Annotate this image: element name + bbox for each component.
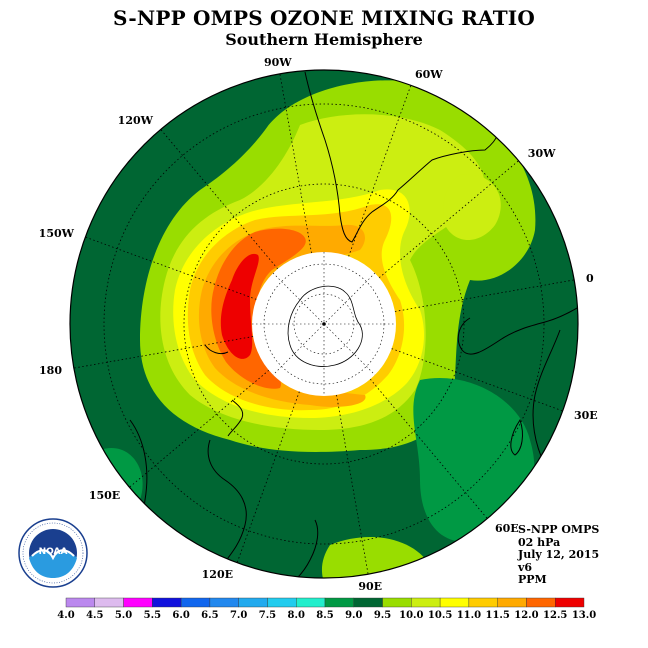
colorbar-label: 6.0 [172, 610, 189, 621]
colorbar-swatch [296, 597, 326, 608]
colorbar-swatch [468, 597, 498, 608]
colorbar-label: 11.5 [485, 610, 509, 621]
longitude-labels: 90W 60W 30W 0 30E 60E 90E 120E 150E 180 150W 120W [39, 56, 598, 593]
version-label: v6 [518, 560, 533, 574]
colorbar-label: 7.5 [259, 610, 276, 621]
colorbar-swatch [324, 597, 354, 608]
longitude-label: 120W [118, 114, 154, 127]
noaa-logo-text: NOAA [39, 547, 68, 557]
colorbar-swatch [94, 597, 124, 608]
colorbar-label: 5.5 [144, 610, 161, 621]
units-label: PPM [518, 573, 547, 586]
pressure-level-label: 02 hPa [518, 535, 561, 549]
colorbar-swatch [411, 597, 441, 608]
colorbar-swatch [209, 597, 239, 608]
colorbar-label: 12.5 [543, 610, 567, 621]
colorbar-swatch [238, 597, 268, 608]
longitude-label: 150E [89, 489, 120, 502]
colorbar-swatch [497, 597, 527, 608]
colorbar-label: 9.0 [345, 610, 362, 621]
contour-12-5 [220, 253, 259, 359]
colorbar-labels: 4.0 4.5 5.0 5.5 6.0 6.5 7.0 7.5 8.0 8.5 9.0 9.5 10.0… [57, 610, 596, 621]
colorbar-label: 9.5 [374, 610, 391, 621]
longitude-label: 90W [264, 56, 292, 69]
page-subtitle: Southern Hemisphere [225, 30, 423, 49]
longitude-label: 90E [358, 580, 382, 593]
longitude-label: 30E [574, 409, 598, 422]
colorbar-swatch [180, 597, 211, 608]
colorbar-swatch [152, 597, 182, 608]
colorbar-label: 5.0 [115, 610, 132, 621]
colorbar-swatch [382, 597, 412, 608]
page-title: S-NPP OMPS OZONE MIXING RATIO [113, 6, 535, 30]
longitude-label: 0 [586, 272, 594, 285]
colorbar-label: 13.0 [572, 610, 596, 621]
colorbar-swatch [526, 597, 556, 608]
globe-outline [69, 69, 579, 579]
colorbar-label: 12.0 [514, 610, 538, 621]
noaa-logo: NOAA [18, 518, 88, 588]
colorbar-swatches [65, 597, 585, 608]
colorbar-swatch [439, 597, 470, 608]
colorbar-label: 4.0 [57, 610, 74, 621]
colorbar-label: 6.5 [201, 610, 218, 621]
colorbar-swatch [65, 597, 95, 608]
colorbar-label: 8.0 [288, 610, 305, 621]
south-pole-marker [322, 322, 326, 326]
longitude-label: 60W [415, 68, 443, 81]
date-label: July 12, 2015 [518, 548, 600, 561]
longitude-label: 150W [39, 227, 75, 240]
instrument-label: S-NPP OMPS [518, 523, 600, 536]
antarctica-coastline [287, 285, 363, 367]
colorbar-swatch [555, 597, 585, 608]
colorbar-swatch [267, 597, 297, 608]
colorbar-label: 7.0 [230, 610, 247, 621]
colorbar-label: 4.5 [86, 610, 103, 621]
longitude-label: 30W [528, 147, 556, 160]
longitude-label: 120E [202, 568, 233, 581]
colorbar-swatch [353, 597, 383, 608]
colorbar-label: 11.0 [457, 610, 481, 621]
longitude-label: 60E [495, 522, 519, 535]
colorbar-swatch [123, 597, 153, 608]
colorbar-label: 8.5 [316, 610, 333, 621]
colorbar-label: 10.0 [399, 610, 423, 621]
colorbar: 4.0 4.5 5.0 5.5 6.0 6.5 7.0 7.5 8.0 8.5 9.0 9.5 10.0… [57, 597, 596, 621]
longitude-label: 180 [39, 364, 62, 377]
colorbar-label: 10.5 [428, 610, 452, 621]
product-info: S-NPP OMPS 02 hPa July 12, 2015 v6 PPM [518, 523, 600, 587]
